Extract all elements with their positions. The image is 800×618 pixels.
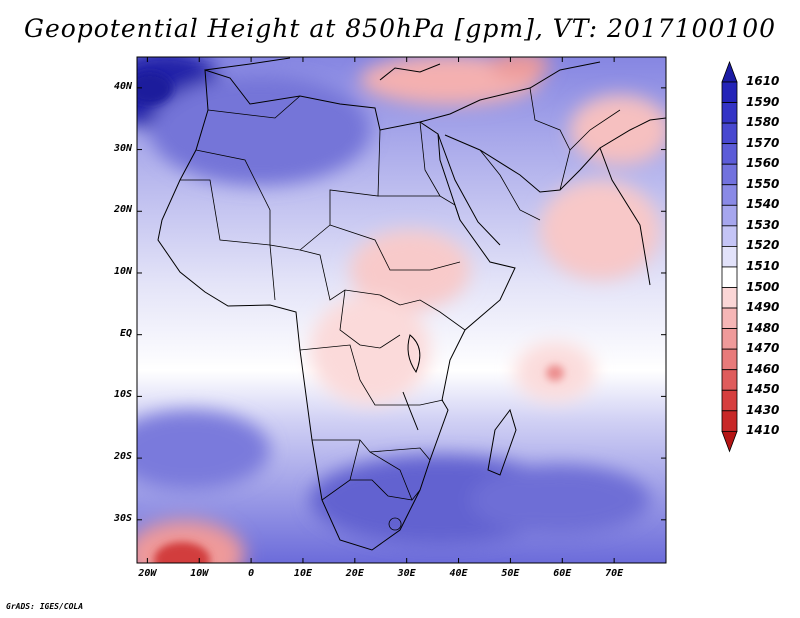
colorbar-level-label: 1590 [746, 94, 780, 109]
colorbar-level-label: 1610 [746, 74, 780, 88]
lat-tick-label: 10S [113, 389, 132, 401]
colorbar-level-label: 1450 [746, 382, 780, 397]
colorbar-level-label: 1540 [746, 197, 780, 212]
colorbar-swatch [721, 348, 738, 371]
colorbar-level-label: 1460 [746, 361, 780, 376]
colorbar-swatch [721, 81, 738, 103]
colorbar-level-label: 1530 [746, 217, 780, 232]
colorbar-level-label: 1510 [746, 258, 780, 273]
lat-tick-label: EQ [119, 327, 132, 339]
colorbar-swatch [721, 184, 738, 206]
lon-tick-label: 50E [501, 568, 520, 579]
lon-tick-label: 10E [293, 568, 312, 579]
lat-tick-label: 10N [113, 265, 132, 277]
colorbar-swatch [721, 410, 738, 432]
colorbar-swatch [721, 163, 738, 186]
colorbar-level-label: 1430 [746, 402, 780, 417]
colorbar-swatch [721, 102, 738, 124]
grads-credit: GrADS: IGES/COLA [6, 602, 84, 611]
lat-tick-label: 40N [113, 80, 132, 92]
colorbar-level-label: 1500 [746, 279, 780, 294]
colorbar-swatch [721, 225, 738, 247]
colorbar-level-label: 1480 [746, 320, 780, 335]
lon-tick-label: 0 [248, 568, 255, 579]
colorbar-level-label: 1560 [746, 156, 780, 171]
colorbar-top-arrow [721, 60, 738, 83]
axis-ticks [137, 57, 666, 563]
lon-tick-label: 10W [190, 568, 209, 579]
lat-tick-label: 20N [113, 204, 132, 216]
colorbar-swatch [721, 122, 738, 145]
colorbar-swatch [721, 266, 738, 288]
colorbar [721, 60, 738, 453]
colorbar-swatch [721, 287, 738, 309]
colorbar-level-label: 1570 [746, 135, 780, 150]
colorbar-swatch [721, 143, 738, 165]
colorbar-level-label: 1470 [746, 341, 780, 356]
lon-tick-label: 30E [397, 568, 416, 579]
geopotential-field [137, 57, 666, 563]
colorbar-swatch [721, 389, 738, 412]
colorbar-level-label: 1490 [746, 300, 780, 315]
lon-tick-label: 40E [449, 568, 468, 579]
colorbar-swatch [721, 328, 738, 350]
chart-title: Geopotential Height at 850hPa [gpm], VT:… [23, 14, 777, 43]
colorbar-swatch [721, 369, 738, 391]
colorbar-level-label: 1550 [746, 176, 780, 191]
plot-frame [136, 56, 667, 564]
colorbar-level-label: 1520 [746, 238, 780, 253]
colorbar-level-label: 1410 [746, 423, 780, 438]
lat-tick-label: 30S [113, 512, 132, 524]
lat-tick-label: 20S [113, 451, 132, 463]
colorbar-swatch [721, 307, 738, 329]
country-borders [180, 87, 621, 531]
lat-tick-label: 30N [113, 142, 132, 154]
lon-tick-label: 60E [553, 568, 572, 579]
colorbar-swatch [721, 245, 738, 268]
lon-tick-label: 70E [605, 568, 624, 579]
lon-tick-label: 20W [138, 568, 157, 579]
colorbar-bottom-arrow [721, 430, 738, 453]
colorbar-level-label: 1580 [746, 115, 780, 130]
lon-tick-label: 20E [345, 568, 364, 579]
colorbar-swatch [721, 204, 738, 227]
